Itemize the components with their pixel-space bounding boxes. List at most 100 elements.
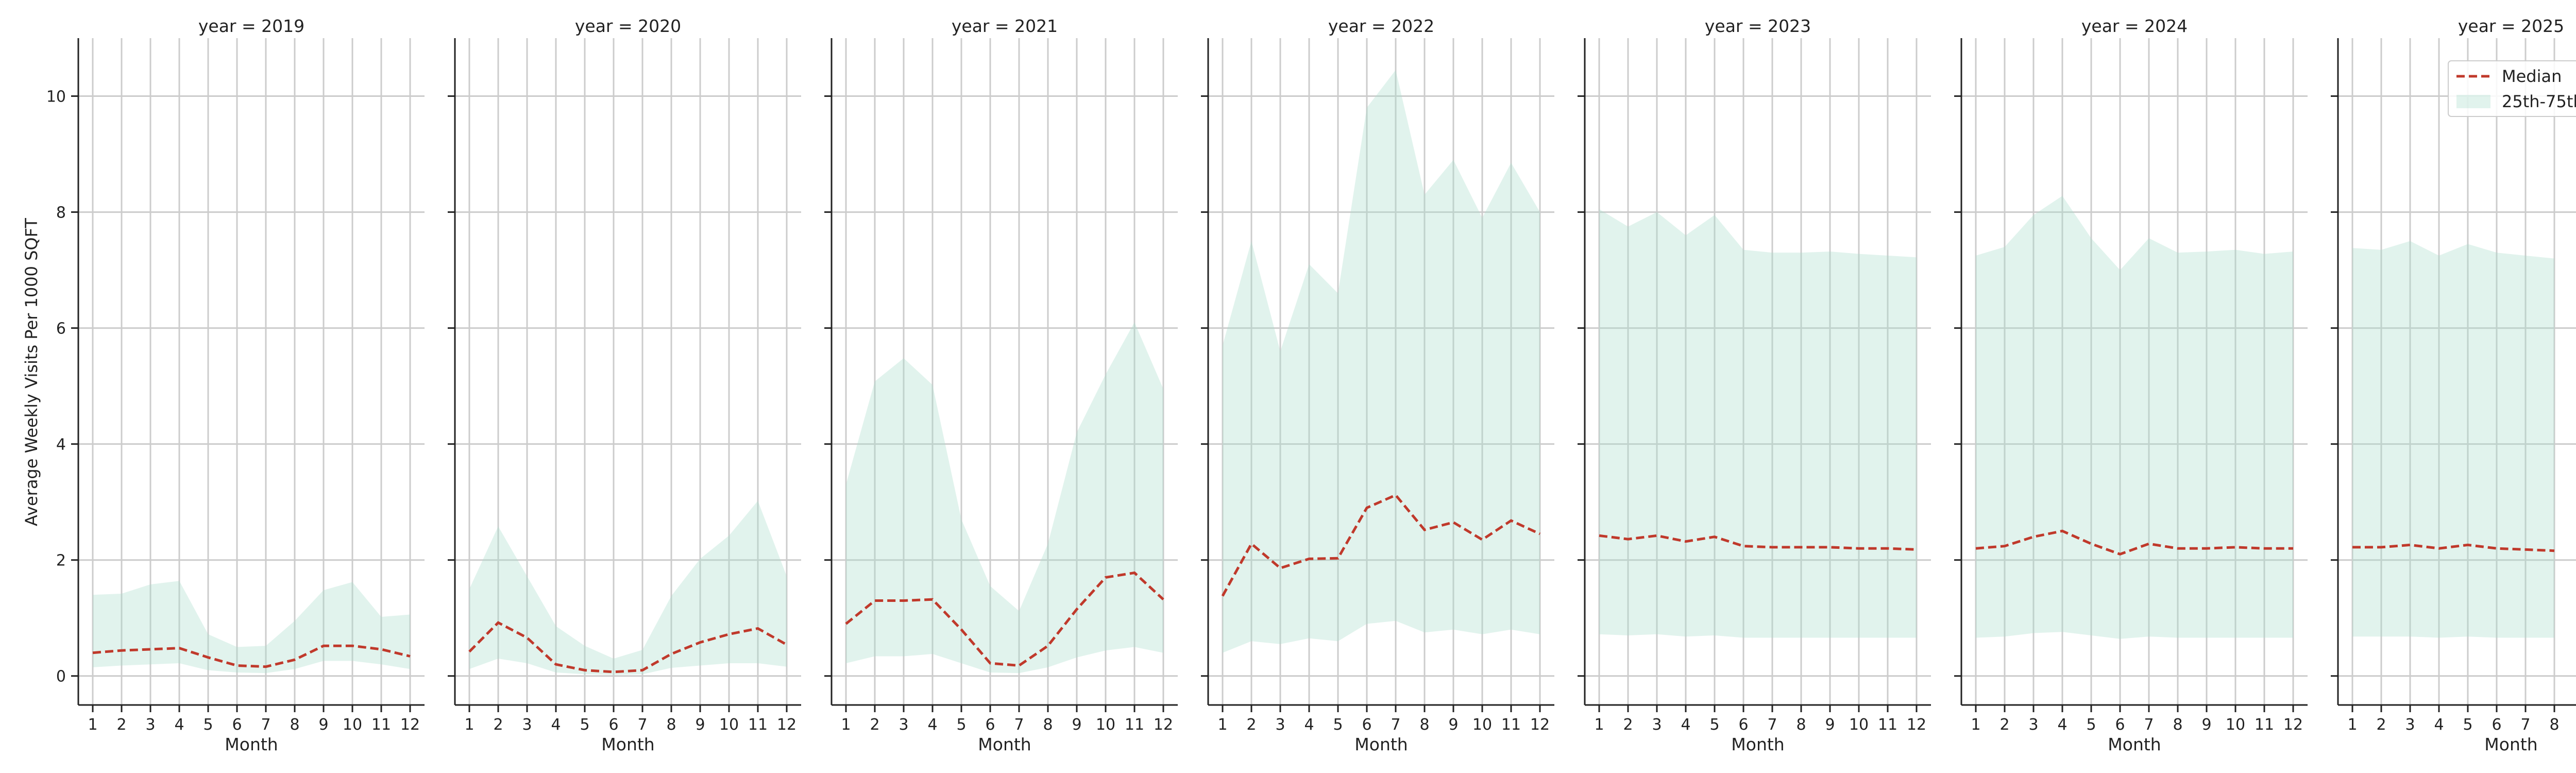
x-tick-label: 7 xyxy=(1391,716,1400,734)
panel-title: year = 2023 xyxy=(1705,16,1811,36)
x-tick-label: 4 xyxy=(2434,716,2444,734)
x-tick-label: 2 xyxy=(493,716,503,734)
x-axis-title: Month xyxy=(2108,734,2161,754)
x-tick-label: 9 xyxy=(318,716,328,734)
x-tick-label: 1 xyxy=(2347,716,2357,734)
x-tick-label: 8 xyxy=(290,716,299,734)
x-tick-label: 2 xyxy=(1246,716,1256,734)
band-area xyxy=(1223,70,1540,653)
x-tick-label: 6 xyxy=(2115,716,2125,734)
x-tick-label: 7 xyxy=(637,716,647,734)
x-tick-label: 2 xyxy=(870,716,879,734)
y-tick-label: 8 xyxy=(56,204,66,222)
x-tick-label: 9 xyxy=(2201,716,2211,734)
gridlines xyxy=(1585,38,1931,705)
x-tick-label: 7 xyxy=(2144,716,2154,734)
x-tick-label: 3 xyxy=(2405,716,2415,734)
x-tick-label: 9 xyxy=(1825,716,1835,734)
x-tick-label: 8 xyxy=(1796,716,1806,734)
x-tick-label: 11 xyxy=(1125,716,1144,734)
gridlines xyxy=(1208,38,1554,705)
panel-title: year = 2025 xyxy=(2458,16,2564,36)
x-tick-label: 1 xyxy=(1217,716,1227,734)
x-tick-label: 12 xyxy=(2283,716,2303,734)
x-axis-title: Month xyxy=(1354,734,1408,754)
x-tick-label: 7 xyxy=(261,716,270,734)
x-tick-label: 10 xyxy=(1096,716,1115,734)
x-axis-title: Month xyxy=(601,734,654,754)
x-tick-label: 6 xyxy=(1738,716,1748,734)
x-tick-label: 12 xyxy=(1907,716,1926,734)
median-line xyxy=(2352,543,2555,552)
x-tick-label: 11 xyxy=(371,716,391,734)
x-tick-label: 1 xyxy=(1594,716,1604,734)
x-tick-label: 7 xyxy=(1014,716,1024,734)
x-tick-label: 4 xyxy=(551,716,561,734)
y-tick-label: 0 xyxy=(56,668,66,686)
x-tick-label: 5 xyxy=(2463,716,2472,734)
x-tick-label: 5 xyxy=(956,716,966,734)
x-tick-label: 3 xyxy=(2028,716,2038,734)
panel-title: year = 2019 xyxy=(198,16,304,36)
x-tick-label: 4 xyxy=(2057,716,2067,734)
x-tick-label: 9 xyxy=(1072,716,1081,734)
gridlines xyxy=(455,38,801,705)
legend-box xyxy=(2448,60,2576,117)
y-axis-title: Average Weekly Visits Per 1000 SQFT xyxy=(22,218,41,526)
x-tick-label: 4 xyxy=(174,716,184,734)
x-tick-label: 2 xyxy=(116,716,126,734)
x-tick-label: 11 xyxy=(1878,716,1897,734)
gridlines xyxy=(78,38,425,705)
band-area xyxy=(1976,196,2293,639)
panel-title: year = 2020 xyxy=(575,16,681,36)
x-tick-label: 9 xyxy=(1448,716,1458,734)
gridlines xyxy=(2338,38,2576,705)
median-line xyxy=(1221,493,1541,597)
band-area xyxy=(1599,209,1917,638)
x-tick-label: 8 xyxy=(2173,716,2182,734)
x-tick-label: 5 xyxy=(1333,716,1343,734)
x-tick-label: 11 xyxy=(2255,716,2274,734)
x-tick-label: 8 xyxy=(1043,716,1053,734)
x-tick-label: 4 xyxy=(927,716,937,734)
x-tick-label: 3 xyxy=(899,716,908,734)
x-tick-label: 9 xyxy=(695,716,705,734)
panel-title: year = 2024 xyxy=(2081,16,2188,36)
x-tick-label: 6 xyxy=(232,716,242,734)
x-tick-label: 2 xyxy=(1623,716,1633,734)
x-tick-label: 10 xyxy=(2226,716,2245,734)
median-line xyxy=(92,644,411,668)
x-tick-label: 2 xyxy=(1999,716,2009,734)
y-tick-label: 6 xyxy=(56,320,66,338)
x-tick-label: 12 xyxy=(777,716,796,734)
band-area xyxy=(469,500,787,675)
x-tick-label: 3 xyxy=(1652,716,1662,734)
x-tick-label: 6 xyxy=(608,716,618,734)
x-tick-label: 3 xyxy=(522,716,532,734)
x-axis-title: Month xyxy=(1731,734,1784,754)
x-tick-label: 2 xyxy=(2376,716,2386,734)
band-area xyxy=(93,581,410,674)
x-tick-label: 10 xyxy=(1849,716,1869,734)
median-line xyxy=(1599,534,1917,551)
x-tick-label: 8 xyxy=(666,716,676,734)
y-tick-label: 10 xyxy=(46,88,66,106)
x-tick-label: 12 xyxy=(1530,716,1550,734)
x-tick-label: 8 xyxy=(2549,716,2559,734)
x-tick-label: 7 xyxy=(1767,716,1777,734)
x-tick-label: 10 xyxy=(1472,716,1492,734)
x-tick-label: 8 xyxy=(1419,716,1429,734)
y-tick-label: 4 xyxy=(56,436,66,454)
band-area xyxy=(2352,241,2554,638)
median-line xyxy=(845,571,1164,667)
x-tick-label: 10 xyxy=(719,716,739,734)
x-tick-label: 1 xyxy=(464,716,474,734)
gridlines xyxy=(832,38,1178,705)
